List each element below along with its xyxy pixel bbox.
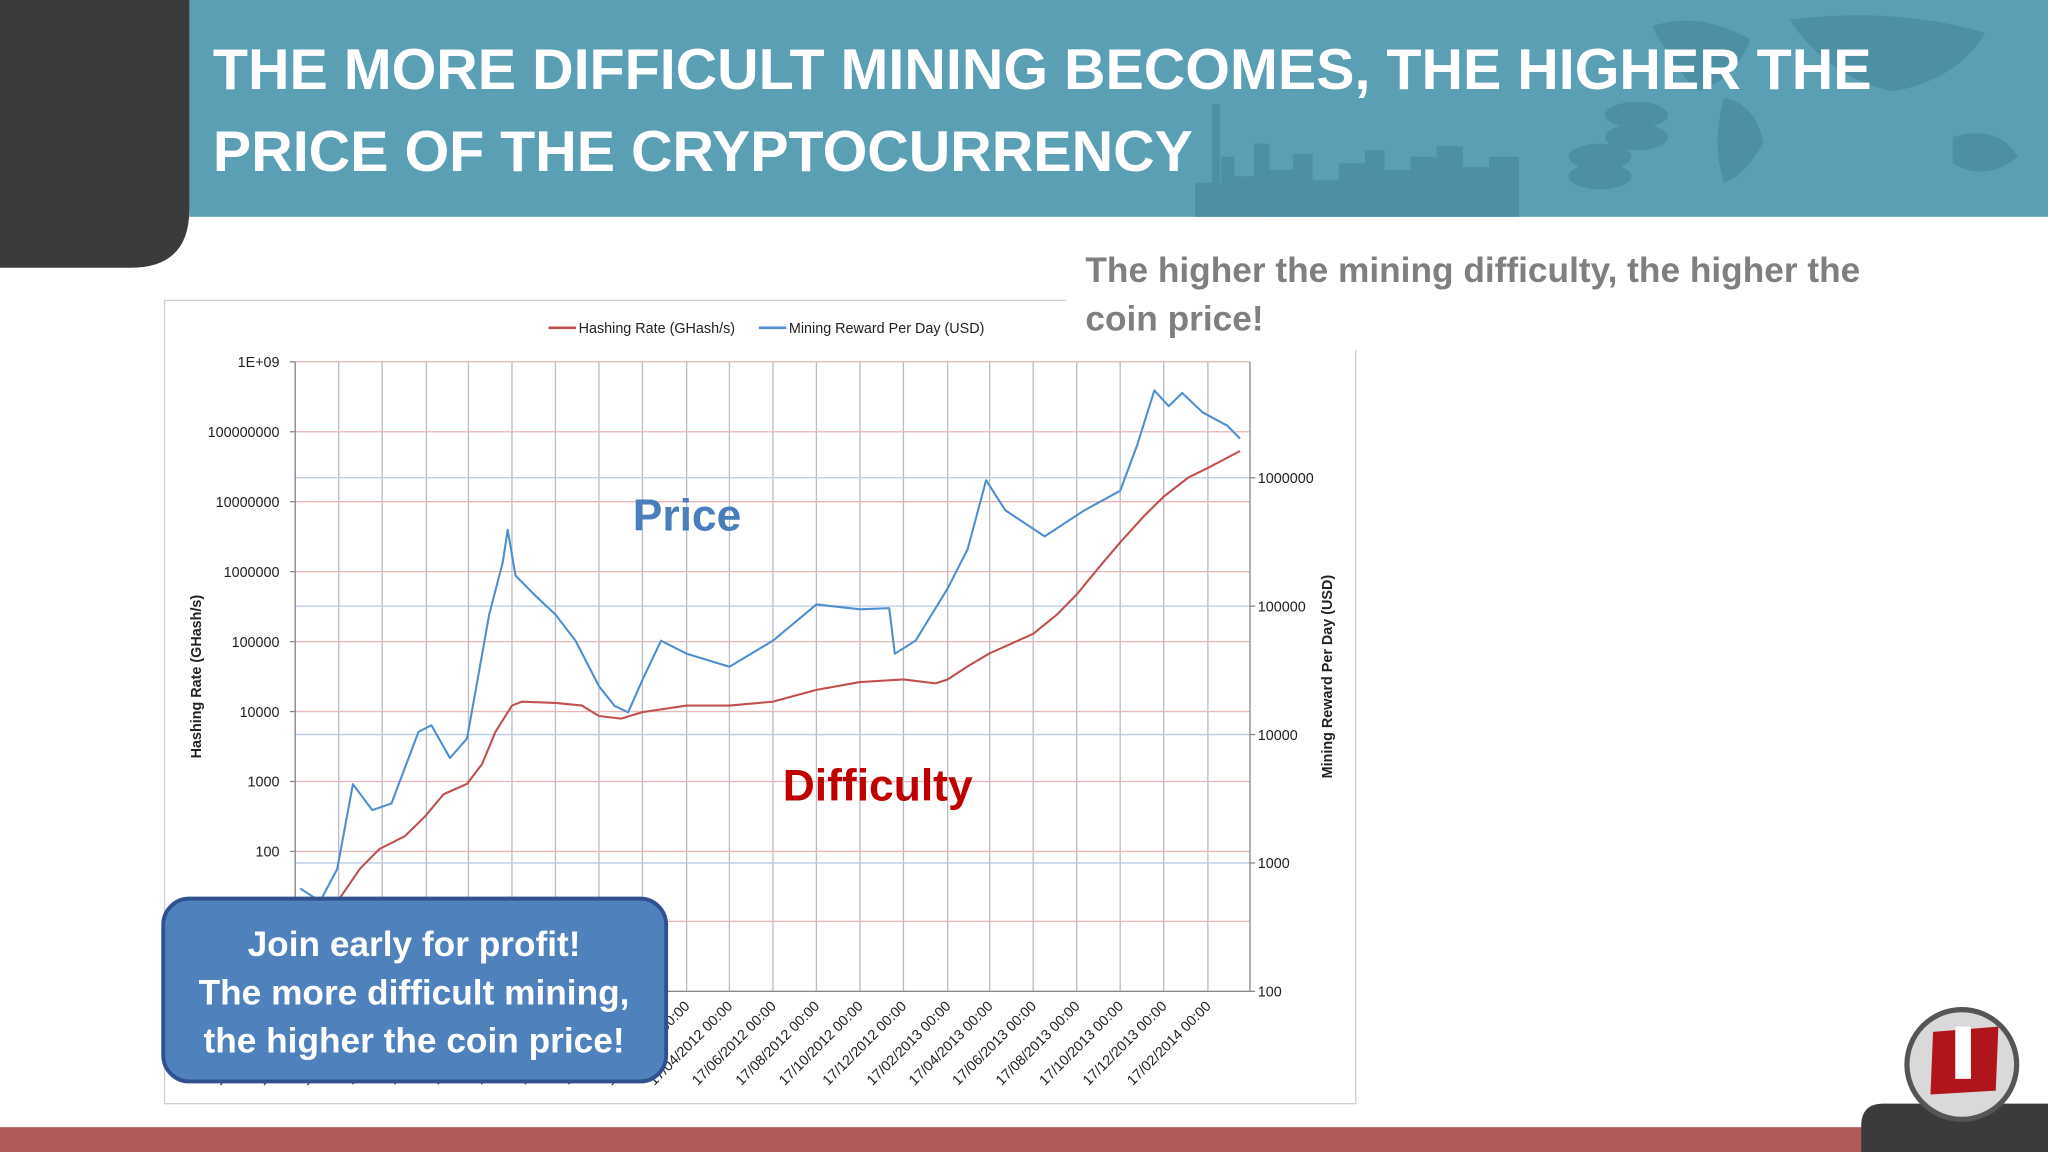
callout-text: Join early for profit! [248, 925, 581, 964]
footer-corner [1861, 1103, 2048, 1152]
header-band [189, 0, 2048, 217]
y-tick-label: 100000 [232, 635, 280, 651]
legend-label: Mining Reward Per Day (USD) [789, 321, 985, 337]
header-decoration [1195, 15, 2018, 217]
subtitle: The higher the mining difficulty, the hi… [1085, 251, 1860, 290]
y-axis-title: Hashing Rate (GHash/s) [189, 595, 205, 759]
logo [1904, 1007, 2020, 1122]
y-tick-label: 1000 [248, 775, 280, 791]
y-tick-label: 10000000 [216, 495, 280, 511]
y-tick-label: 100 [256, 845, 280, 861]
footer-bar [0, 1127, 2048, 1152]
subtitle: coin price! [1085, 299, 1263, 338]
callout-box [161, 896, 669, 1084]
slide-title: PRICE OF THE CRYPTOCURRENCY [213, 120, 1193, 184]
series-line [294, 450, 1241, 975]
y2-tick-label: 10000 [1258, 728, 1298, 744]
callout: Join early for profit! The more difficul… [161, 896, 669, 1084]
y-tick-label: 1000000 [224, 565, 280, 581]
y2-axis-title: Mining Reward Per Day (USD) [1320, 575, 1336, 779]
y2-tick-label: 1000 [1258, 856, 1290, 872]
y-tick-label: 1E+09 [238, 355, 280, 371]
annotation: Difficulty [783, 762, 973, 811]
slide-title: THE MORE DIFFICULT MINING BECOMES, THE H… [213, 38, 1872, 102]
series-line [299, 389, 1241, 903]
callout-text: the higher the coin price! [203, 1022, 624, 1061]
legend-label: Hashing Rate (GHash/s) [579, 321, 735, 337]
y-tick-label: 100000000 [208, 425, 280, 441]
callout-text: The more difficult mining, [199, 973, 630, 1012]
y2-tick-label: 100 [1258, 985, 1282, 1001]
subtitle-backing [1065, 235, 1902, 351]
corner-block [0, 0, 190, 268]
y-tick-label: 10000 [240, 705, 280, 721]
annotation: Price [633, 491, 742, 540]
y2-tick-label: 100000 [1258, 599, 1306, 615]
y2-tick-label: 1000000 [1258, 471, 1314, 487]
